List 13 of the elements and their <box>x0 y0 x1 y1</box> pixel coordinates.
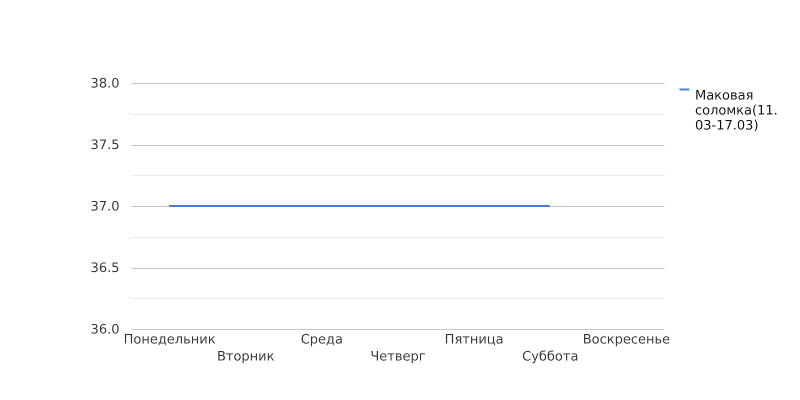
x-tick-label: Вторник <box>216 350 275 364</box>
x-tick-label: Понедельник <box>124 332 216 348</box>
x-tick-label: Среда <box>300 332 344 348</box>
x-tick-label: Суббота <box>522 350 578 364</box>
y-tick-label: 37.5 <box>90 138 120 153</box>
y-tick-label: 36.0 <box>90 322 120 338</box>
y-tick-label: 37.0 <box>90 200 120 214</box>
x-tick-label: Воскресенье <box>582 332 670 348</box>
y-tick-label: 36.5 <box>90 261 120 276</box>
x-tick-label: Четверг <box>370 350 426 364</box>
legend-label: Маковая соломка(11.03-17.03) <box>695 88 778 134</box>
x-tick-label: Пятница <box>444 332 504 348</box>
y-tick-label: 38.0 <box>90 76 120 92</box>
